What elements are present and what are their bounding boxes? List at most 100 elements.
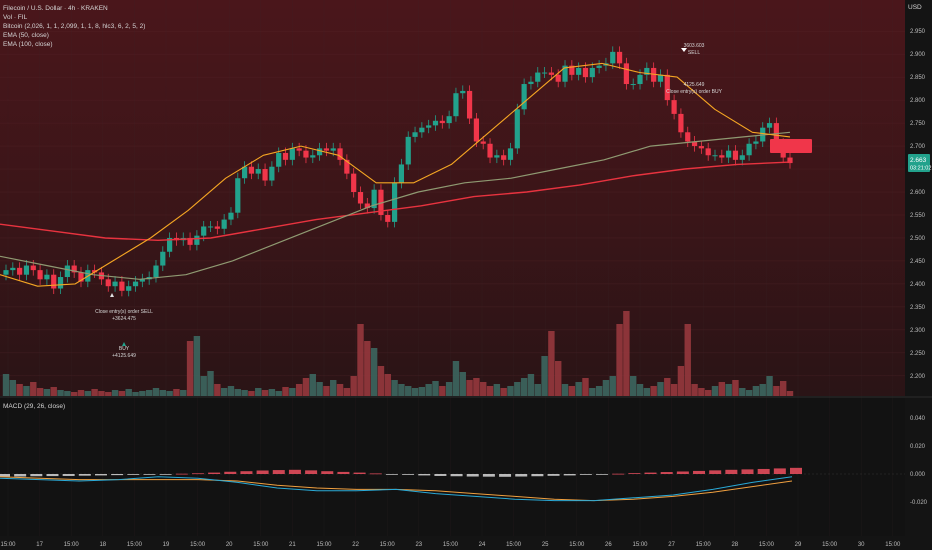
time-tick-label: 27 [668, 542, 675, 548]
volume-bar [9, 380, 17, 396]
ema50-legend[interactable]: EMA (50, close) [3, 32, 49, 39]
volume-bar [23, 386, 30, 396]
candle-body [221, 219, 227, 229]
volume-bar [445, 382, 453, 396]
macd-histogram-bar [14, 474, 27, 477]
time-tick-label: 15:00 [380, 542, 396, 548]
ema-lines [0, 62, 791, 287]
macd-histogram-bar [385, 474, 398, 475]
time-tick-label: 17 [36, 542, 43, 548]
candlesticks [3, 46, 793, 297]
volume-bar [398, 384, 405, 396]
candle-body [569, 65, 575, 75]
volume-bar [691, 384, 698, 396]
candle-body [337, 148, 343, 160]
volume-bar [159, 390, 166, 396]
candle-body [480, 141, 486, 144]
volume-bar [405, 386, 412, 396]
time-tick-label: 21 [289, 542, 296, 548]
candle-body [357, 192, 364, 204]
macd-tick-label: 0.020 [910, 444, 926, 450]
candle-body [705, 148, 711, 156]
trade-note: +3624.475 [112, 316, 136, 322]
volume-bar [704, 390, 712, 396]
time-tick-label: 15:00 [822, 542, 838, 548]
candle-body [228, 212, 234, 220]
time-tick-label: 20 [226, 542, 233, 548]
time-tick-label: 15:00 [632, 542, 648, 548]
indicator-legend[interactable]: Bitcoin (2,026, 1, 1, 2,099, 1, 1, 8, hl… [3, 23, 146, 30]
volume-bar [323, 386, 330, 396]
macd-histogram-bar [709, 470, 722, 474]
price-pane-bg [0, 0, 905, 396]
time-tick-label: 15:00 [0, 542, 16, 548]
symbol-title[interactable]: Filecoin / U.S. Dollar · 4h · KRAKEN [3, 5, 108, 12]
candle-body [432, 120, 439, 126]
volume-bar [180, 390, 187, 396]
trade-note: SELL [688, 50, 700, 56]
volume-bar [555, 361, 562, 396]
volume-bar [282, 387, 289, 396]
candle-body [726, 150, 732, 158]
buy-arrow-icon [110, 293, 114, 297]
volume-bar [316, 382, 323, 396]
volume-bar [343, 388, 351, 396]
volume-bars [2, 311, 794, 396]
candle-body [712, 155, 718, 157]
candle-body [160, 251, 166, 266]
candle-body [514, 109, 520, 149]
price-tick-label: 2.950 [910, 29, 926, 35]
volume-bar [43, 389, 51, 396]
macd-histogram-bar [159, 474, 172, 475]
volume-bar [234, 389, 241, 396]
volume-bar [425, 384, 432, 396]
ema50-line [0, 131, 791, 280]
candle-body [405, 136, 411, 165]
candle-body [507, 148, 514, 160]
volume-legend[interactable]: Vol · FIL [3, 14, 28, 21]
volume-bar [650, 386, 657, 396]
macd-histogram-bar [547, 474, 560, 476]
volume-bar [582, 378, 589, 396]
macd-pane-bg [0, 398, 905, 536]
macd-histogram-bar [660, 472, 673, 474]
time-tick-label: 15:00 [316, 542, 332, 548]
candle-body [317, 148, 323, 156]
candle-body [371, 189, 377, 209]
candle-body [698, 146, 704, 149]
time-tick-label: 15:00 [506, 542, 522, 548]
candle-body [719, 155, 725, 158]
volume-bar [616, 324, 623, 396]
candle-body [453, 93, 459, 117]
ema100-legend[interactable]: EMA (100, close) [3, 41, 53, 48]
currency-label[interactable]: USD [908, 4, 922, 11]
volume-bar [514, 382, 521, 396]
volume-bar [439, 386, 446, 396]
volume-bar [745, 390, 753, 396]
time-tick-label: 22 [352, 542, 359, 548]
time-tick-label: 15:00 [64, 542, 80, 548]
volume-bar [193, 336, 201, 396]
candle-body [310, 155, 316, 158]
time-tick-label: 23 [415, 542, 422, 548]
volume-bar [486, 386, 494, 396]
volume-bar [670, 384, 678, 396]
volume-bar [248, 391, 255, 396]
price-axis-bg [905, 0, 932, 550]
volume-bar [520, 378, 528, 396]
price-tick-label: 2.850 [910, 75, 926, 81]
volume-bar [432, 381, 439, 396]
candle-body [521, 84, 527, 110]
volume-bar [241, 390, 248, 396]
volume-bar [350, 376, 357, 396]
candle-body [494, 155, 500, 158]
volume-bar [302, 378, 310, 396]
time-axis-labels[interactable]: 15:00 17 15:00 18 15:00 19 15:00 20 15:00 21 15:00… [0, 542, 900, 548]
volume-bar [220, 388, 228, 396]
candle-body [644, 67, 650, 75]
macd-legend[interactable]: MACD (29, 26, close) [3, 403, 66, 410]
candle-body [562, 65, 568, 82]
volume-bar [473, 378, 480, 396]
volume-bar [568, 386, 576, 396]
candle-body [528, 81, 534, 85]
